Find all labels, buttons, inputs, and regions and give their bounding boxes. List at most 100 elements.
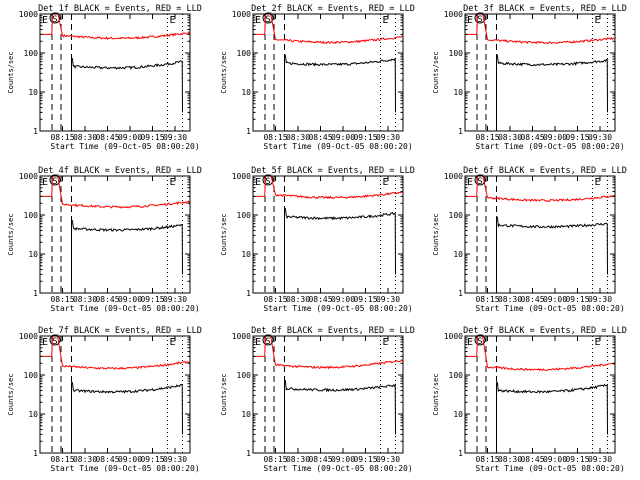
- marker-label: S: [52, 15, 57, 25]
- x-tick-label: 08:45: [520, 133, 544, 142]
- x-axis-label: Start Time (09-Oct-05 08:00:20): [263, 304, 412, 313]
- marker-label: E: [255, 15, 261, 26]
- y-tick-label: 1000: [232, 10, 251, 19]
- x-tick-label: 08:15: [50, 133, 74, 142]
- x-tick-label: 09:00: [543, 133, 567, 142]
- y-tick-label: 1: [33, 289, 38, 298]
- y-tick-label: 1000: [444, 332, 463, 341]
- marker-label: E: [170, 177, 176, 188]
- series-line-black: [284, 380, 396, 435]
- x-tick-label: 08:30: [73, 133, 97, 142]
- x-tick-label: 09:15: [565, 295, 589, 304]
- x-tick-label: 08:15: [263, 455, 287, 464]
- marker-label: E: [467, 177, 473, 188]
- series-line-red: [253, 335, 403, 370]
- x-tick-label: 09:00: [118, 295, 142, 304]
- y-tick-label: 1000: [232, 332, 251, 341]
- marker-circle: [49, 334, 61, 346]
- x-axis-label: Start Time (09-Oct-05 08:00:20): [475, 304, 624, 313]
- x-tick-label: 09:30: [376, 295, 400, 304]
- x-tick-label: 08:30: [498, 455, 522, 464]
- y-axis-label: Counts/sec: [432, 213, 440, 255]
- x-tick-label: 09:30: [588, 455, 612, 464]
- x-tick-label: 09:15: [140, 133, 164, 142]
- x-tick-label: 09:00: [331, 455, 355, 464]
- x-tick-label: 09:00: [331, 295, 355, 304]
- y-tick-label: 1: [246, 449, 251, 458]
- marker-circle: [49, 12, 61, 24]
- marker-label: E: [595, 177, 601, 188]
- x-tick-label: 09:30: [376, 133, 400, 142]
- y-axis-label: Counts/sec: [7, 213, 15, 255]
- x-tick-label: 09:15: [140, 455, 164, 464]
- y-tick-label: 1: [458, 127, 463, 136]
- marker-circle: [474, 334, 486, 346]
- marker-label: E: [595, 15, 601, 26]
- y-axis-label: Counts/sec: [432, 51, 440, 93]
- y-tick-label: 100: [449, 371, 464, 380]
- x-tick-label: 09:15: [353, 455, 377, 464]
- panel-title: Det_9f BLACK = Events, RED = LLD: [463, 326, 627, 336]
- x-tick-label: 08:45: [95, 133, 119, 142]
- series-line-black: [284, 208, 396, 275]
- x-tick-label: 09:30: [163, 295, 187, 304]
- marker-label: E: [383, 15, 389, 26]
- x-axis-label: Start Time (09-Oct-05 08:00:20): [475, 142, 624, 151]
- y-tick-label: 100: [237, 211, 252, 220]
- x-tick-label: 09:15: [565, 133, 589, 142]
- panel-title: Det_2f BLACK = Events, RED = LLD: [251, 4, 415, 14]
- marker-label: S: [265, 337, 270, 347]
- x-tick-label: 08:15: [50, 295, 74, 304]
- y-axis-label: Counts/sec: [432, 373, 440, 415]
- marker-label: E: [467, 15, 473, 26]
- x-tick-label: 08:45: [308, 295, 332, 304]
- y-tick-label: 1: [458, 289, 463, 298]
- series-line-red: [465, 335, 615, 372]
- y-tick-label: 10: [453, 250, 463, 259]
- y-tick-label: 1000: [19, 10, 38, 19]
- x-tick-label: 09:30: [163, 133, 187, 142]
- y-tick-label: 10: [453, 410, 463, 419]
- x-tick-label: 08:15: [475, 455, 499, 464]
- y-tick-label: 1: [246, 289, 251, 298]
- marker-circle: [474, 12, 486, 24]
- marker-label: E: [170, 337, 176, 348]
- y-tick-label: 100: [24, 211, 39, 220]
- series-line-red: [465, 13, 615, 45]
- x-tick-label: 09:30: [588, 133, 612, 142]
- series-line-red: [40, 335, 190, 370]
- marker-circle: [262, 174, 274, 186]
- y-tick-label: 100: [24, 49, 39, 58]
- series-line-black: [71, 382, 183, 435]
- y-tick-label: 1000: [232, 172, 251, 181]
- y-tick-label: 100: [24, 371, 39, 380]
- y-tick-label: 10: [28, 250, 38, 259]
- x-tick-label: 08:30: [286, 295, 310, 304]
- y-tick-label: 100: [237, 49, 252, 58]
- y-tick-label: 1: [33, 127, 38, 136]
- x-tick-label: 09:00: [543, 455, 567, 464]
- x-axis-label: Start Time (09-Oct-05 08:00:20): [50, 142, 199, 151]
- series-line-red: [465, 175, 615, 203]
- x-tick-label: 09:30: [163, 455, 187, 464]
- series-line-black: [71, 58, 183, 113]
- x-tick-label: 08:30: [286, 133, 310, 142]
- y-tick-label: 1000: [444, 172, 463, 181]
- x-tick-label: 08:15: [263, 133, 287, 142]
- plot-frame: [464, 335, 616, 454]
- marker-label: E: [467, 337, 473, 348]
- x-tick-label: 09:00: [331, 133, 355, 142]
- marker-label: E: [383, 177, 389, 188]
- x-axis-label: Start Time (09-Oct-05 08:00:20): [475, 464, 624, 473]
- y-tick-label: 1000: [19, 172, 38, 181]
- marker-circle: [262, 12, 274, 24]
- plot-frame: [464, 175, 616, 294]
- y-axis-label: Counts/sec: [220, 373, 228, 415]
